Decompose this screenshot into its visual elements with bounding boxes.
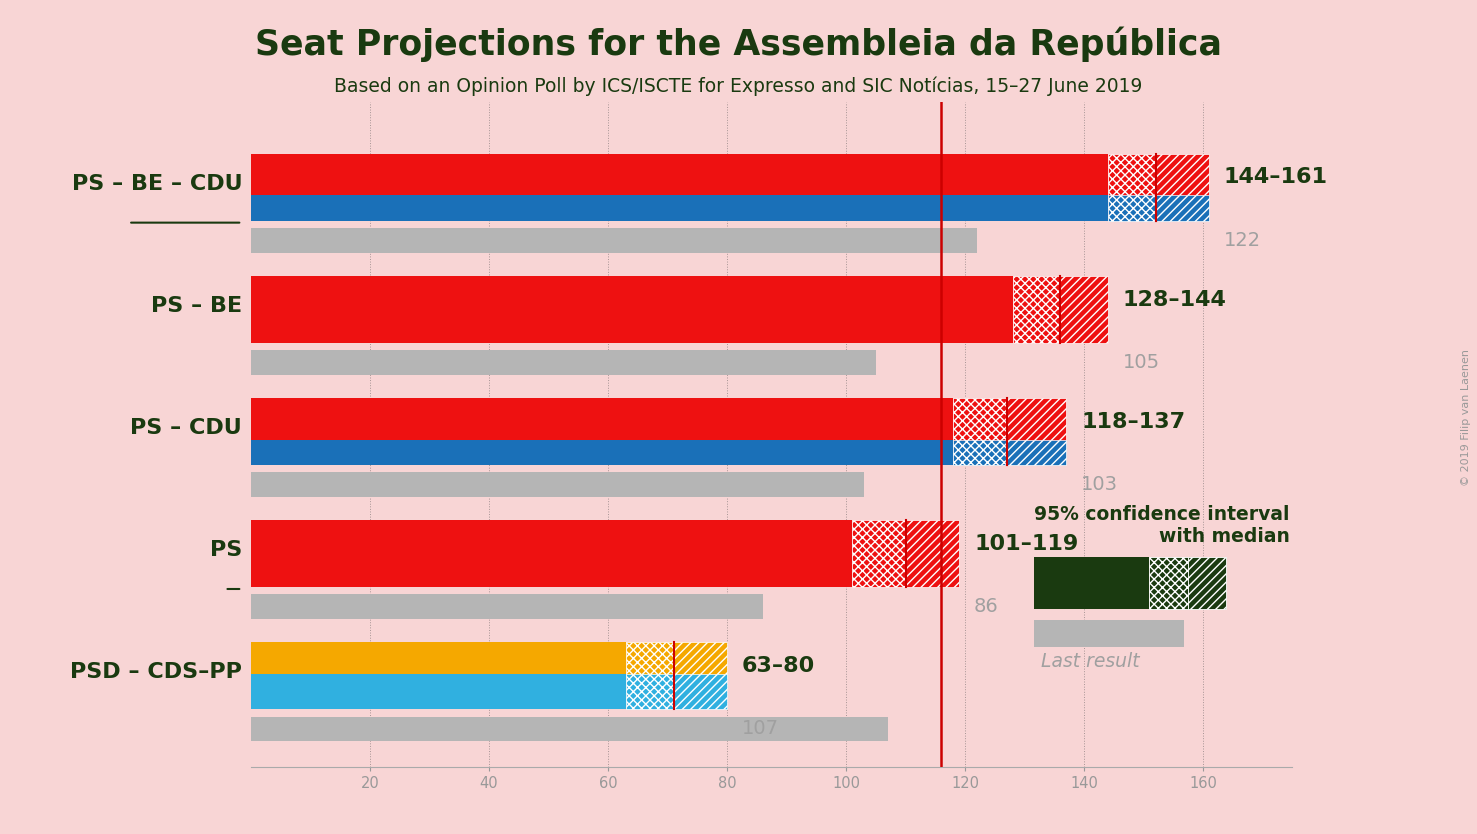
- Text: 107: 107: [741, 719, 778, 738]
- Text: 103: 103: [1081, 475, 1118, 494]
- Bar: [251, 675, 626, 709]
- Text: PS – CDU: PS – CDU: [130, 418, 242, 438]
- Bar: [251, 153, 1108, 221]
- Bar: [674, 675, 727, 709]
- Bar: [1155, 195, 1210, 221]
- Bar: [674, 642, 727, 677]
- Bar: [852, 520, 905, 587]
- Text: PS – BE: PS – BE: [151, 296, 242, 316]
- Text: 122: 122: [1224, 231, 1261, 250]
- Bar: [1108, 195, 1155, 221]
- Bar: [1007, 440, 1066, 465]
- Bar: [251, 472, 864, 497]
- Bar: [1108, 153, 1155, 221]
- Bar: [1013, 276, 1060, 343]
- Bar: [1155, 153, 1210, 221]
- Bar: [251, 276, 1013, 343]
- Bar: [251, 350, 876, 374]
- Bar: [626, 642, 674, 677]
- Bar: [251, 642, 626, 677]
- Bar: [251, 398, 953, 465]
- Text: PSD – CDS–PP: PSD – CDS–PP: [71, 662, 242, 682]
- Bar: [905, 520, 959, 587]
- Text: © 2019 Filip van Laenen: © 2019 Filip van Laenen: [1461, 349, 1471, 485]
- Bar: [953, 398, 1007, 465]
- Text: Seat Projections for the Assembleia da República: Seat Projections for the Assembleia da R…: [256, 27, 1221, 63]
- Bar: [1060, 276, 1108, 343]
- Text: 144–161: 144–161: [1224, 168, 1328, 188]
- Bar: [251, 440, 953, 465]
- Text: Last result: Last result: [1041, 652, 1140, 671]
- Text: Based on an Opinion Poll by ICS/ISCTE for Expresso and SIC Notícias, 15–27 June : Based on an Opinion Poll by ICS/ISCTE fo…: [334, 77, 1143, 96]
- Bar: [251, 229, 976, 253]
- Bar: [251, 520, 852, 587]
- Text: 128–144: 128–144: [1123, 289, 1227, 309]
- Bar: [1007, 398, 1066, 465]
- Text: 95% confidence interval
              with median: 95% confidence interval with median: [1034, 505, 1289, 546]
- Bar: [626, 675, 674, 709]
- Text: 63–80: 63–80: [741, 656, 815, 676]
- Text: PS: PS: [210, 540, 242, 560]
- Bar: [251, 195, 1108, 221]
- Text: 101–119: 101–119: [973, 534, 1078, 554]
- Text: 118–137: 118–137: [1081, 412, 1185, 432]
- Text: 105: 105: [1123, 353, 1159, 372]
- Text: 86: 86: [973, 597, 998, 616]
- Bar: [251, 716, 888, 741]
- Bar: [953, 440, 1007, 465]
- Text: PS – BE – CDU: PS – BE – CDU: [71, 173, 242, 193]
- Bar: [251, 595, 762, 619]
